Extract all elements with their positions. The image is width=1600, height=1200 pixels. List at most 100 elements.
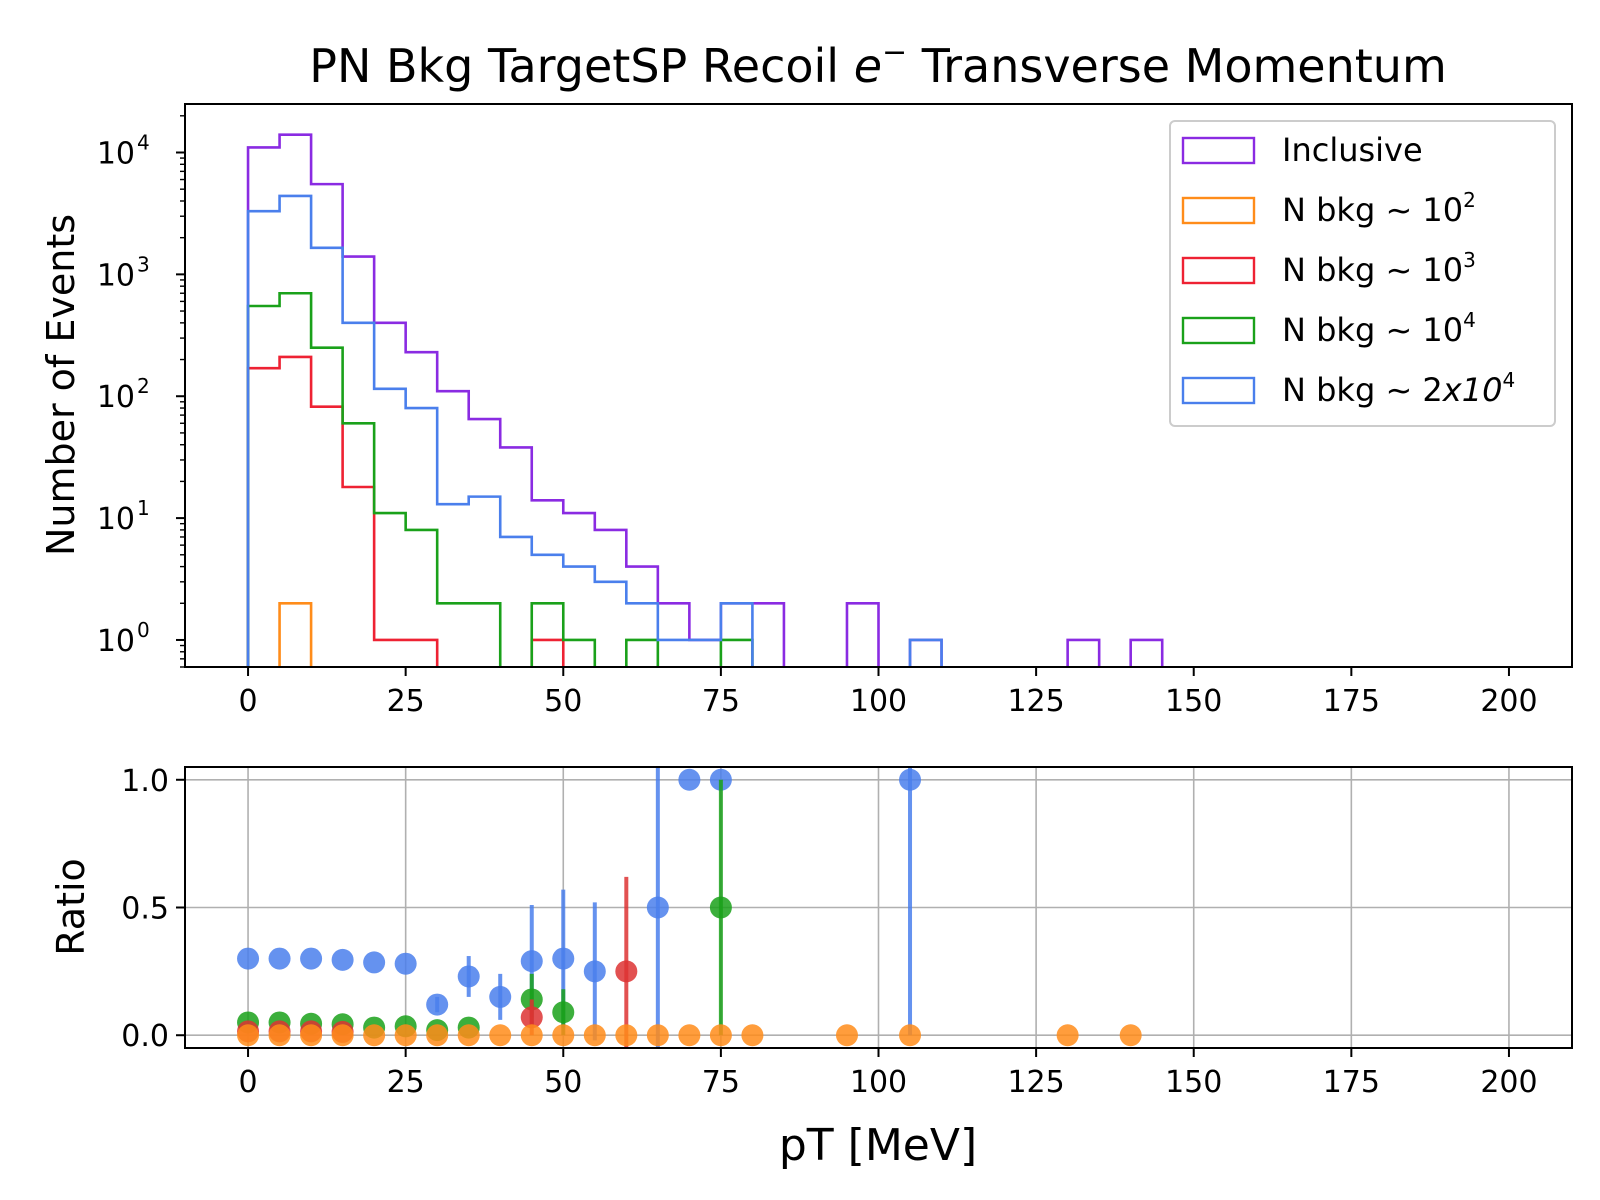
legend-swatch-n2 (1181, 196, 1256, 225)
ratio-point-n3 (520, 1006, 543, 1029)
ratio-point-n2x4 (268, 947, 291, 970)
ratio-x-tick-label: 150 (1165, 1065, 1222, 1100)
legend-swatch-inclusive (1181, 136, 1256, 165)
histogram-x-tick-label: 75 (702, 684, 740, 719)
legend-swatch-n4 (1181, 316, 1256, 345)
ratio-x-axis-label: pT [MeV] (779, 1120, 977, 1171)
histogram-series-inclusive (246, 133, 1164, 671)
histogram-y-tick-label: 10 (97, 624, 135, 659)
legend-swatch-n3 (1181, 256, 1256, 285)
ratio-point-n2 (331, 1024, 354, 1047)
chart-title: PN Bkg TargetSP Recoil e− Transverse Mom… (309, 35, 1447, 93)
legend-label-n2x4: N bkg ~ 2x104 (1282, 368, 1515, 409)
histogram-y-tick-label: 10 (97, 136, 135, 171)
ratio-point-n3 (615, 960, 638, 983)
ratio-point-n2 (457, 1024, 480, 1047)
ratio-x-tick-label: 200 (1480, 1065, 1537, 1100)
ratio-point-n2x4 (394, 952, 417, 975)
ratio-point-n2 (646, 1024, 669, 1047)
histogram-x-tick-label: 200 (1480, 684, 1537, 719)
legend-label-n4: N bkg ~ 104 (1282, 308, 1476, 349)
histogram-x-tick-label: 125 (1007, 684, 1064, 719)
ratio-y-tick-label: 1.0 (121, 764, 169, 799)
legend: Inclusive N bkg ~ 102 N bkg ~ 103 N bkg ~ 1… (1169, 120, 1556, 427)
histogram-x-ticks: 0 25 50 75 100 125 150 175 200 (238, 667, 1538, 719)
ratio-point-n2 (678, 1024, 701, 1047)
ratio-grid (185, 767, 1572, 1048)
ratio-point-n2 (615, 1024, 638, 1047)
ratio-point-n2x4 (457, 965, 480, 988)
ratio-point-n2x4 (552, 947, 575, 970)
legend-swatch-n2x4 (1181, 376, 1256, 405)
ratio-point-n2x4 (646, 896, 669, 919)
histogram-series-n4 (246, 291, 754, 671)
ratio-x-tick-label: 75 (702, 1065, 740, 1100)
ratio-y-tick-label: 0.0 (121, 1019, 169, 1054)
ratio-x-tick-label: 0 (238, 1065, 257, 1100)
ratio-x-tick-label: 25 (387, 1065, 425, 1100)
legend-label-inclusive: Inclusive (1282, 131, 1423, 169)
ratio-x-tick-label: 125 (1007, 1065, 1064, 1100)
ratio-point-n2 (899, 1024, 922, 1047)
histogram-y-tick-exponent: 4 (137, 130, 150, 154)
ratio-point-n2 (489, 1024, 512, 1047)
ratio-point-n2 (741, 1024, 764, 1047)
histogram-x-tick-label: 175 (1323, 684, 1380, 719)
ratio-point-n4 (709, 896, 732, 919)
ratio-point-n2 (300, 1024, 323, 1047)
ratio-point-n2x4 (678, 768, 701, 791)
ratio-point-n2x4 (899, 768, 922, 791)
histogram-y-tick-label: 10 (97, 502, 135, 537)
ratio-point-n2x4 (331, 948, 354, 971)
ratio-point-n2x4 (300, 947, 323, 970)
ratio-point-n2x4 (426, 993, 449, 1016)
histogram-x-tick-label: 50 (544, 684, 582, 719)
ratio-y-axis-label: Ratio (49, 858, 93, 956)
ratio-point-n4 (552, 1001, 575, 1024)
ratio-y-ticks: 0.0 0.5 1.0 (121, 764, 185, 1054)
ratio-point-n2x4 (583, 960, 606, 983)
legend-label-n3: N bkg ~ 103 (1282, 248, 1476, 289)
ratio-point-n2 (237, 1024, 260, 1047)
histogram-series-n2 (278, 601, 313, 669)
ratio-point-n2 (363, 1024, 386, 1047)
histogram-x-tick-label: 100 (850, 684, 907, 719)
ratio-point-n2x4 (237, 947, 260, 970)
histogram-x-tick-label: 25 (387, 684, 425, 719)
legend-label-n2: N bkg ~ 102 (1282, 188, 1476, 229)
ratio-point-n2 (709, 1024, 732, 1047)
histogram-y-tick-exponent: 3 (137, 252, 150, 276)
ratio-point-n2 (835, 1024, 858, 1047)
ratio-point-n2 (268, 1024, 291, 1047)
histogram-y-tick-label: 10 (97, 258, 135, 293)
ratio-point-n2 (394, 1024, 417, 1047)
ratio-point-n2x4 (520, 950, 543, 973)
legend-frame (1169, 120, 1556, 427)
ratio-point-n2 (520, 1024, 543, 1047)
histogram-x-tick-label: 0 (238, 684, 257, 719)
ratio-marks (237, 767, 1142, 1048)
ratio-panel: 0 25 50 75 100 125 150 175 200 0.0 0.5 1.0 Ratio p… (49, 764, 1573, 1171)
histogram-y-tick-exponent: 2 (137, 374, 150, 398)
ratio-point-n2 (1056, 1024, 1079, 1047)
ratio-x-tick-label: 175 (1323, 1065, 1380, 1100)
histogram-y-tick-exponent: 1 (137, 496, 150, 520)
ratio-y-tick-label: 0.5 (121, 892, 169, 927)
ratio-x-tick-label: 50 (544, 1065, 582, 1100)
histogram-x-tick-label: 150 (1165, 684, 1222, 719)
legend-entries: Inclusive N bkg ~ 102 N bkg ~ 103 N bkg ~ 1… (1181, 131, 1515, 409)
ratio-point-n2 (426, 1024, 449, 1047)
ratio-point-n2 (583, 1024, 606, 1047)
ratio-point-n2x4 (363, 951, 386, 974)
ratio-x-tick-label: 100 (850, 1065, 907, 1100)
ratio-x-ticks: 0 25 50 75 100 125 150 175 200 (238, 1048, 1538, 1100)
histogram-y-tick-label: 10 (97, 380, 135, 415)
ratio-point-n2x4 (489, 985, 512, 1008)
ratio-point-n2 (1119, 1024, 1142, 1047)
histogram-series-n2x4 (246, 194, 943, 671)
histogram-y-tick-exponent: 0 (137, 618, 150, 642)
histogram-y-axis-label: Number of Events (39, 214, 83, 556)
